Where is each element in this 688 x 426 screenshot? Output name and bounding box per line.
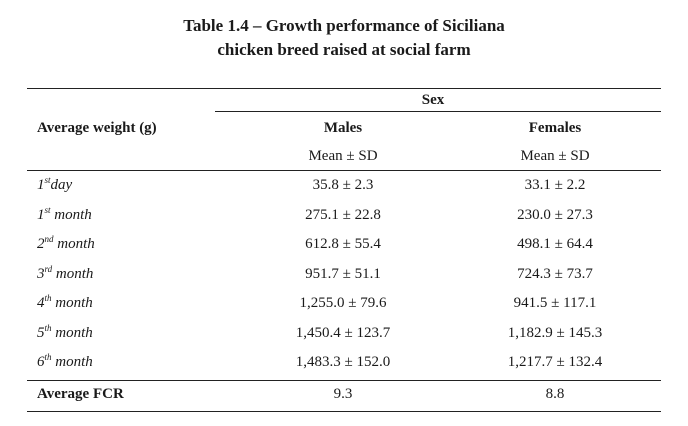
- males-value: 35.8 ± 2.3: [312, 177, 374, 193]
- header-females: Females: [528, 120, 582, 136]
- bottom-rule: [27, 411, 661, 412]
- footer-females-value: 8.8: [545, 386, 565, 402]
- row-label: 1stday: [37, 175, 72, 195]
- row-label-unit: day: [50, 177, 73, 193]
- row-label-ordinal: st: [44, 205, 51, 215]
- males-value: 951.7 ± 51.1: [305, 266, 381, 282]
- females-value: 724.3 ± 73.7: [517, 266, 593, 282]
- males-value: 275.1 ± 22.8: [305, 207, 381, 223]
- footer-rule: [27, 380, 661, 381]
- row-label: 4th month: [37, 293, 93, 313]
- top-rule: [27, 88, 661, 89]
- row-label-unit: month: [53, 236, 95, 252]
- header-row-label: Average weight (g): [37, 120, 157, 136]
- row-label-unit: month: [52, 266, 94, 282]
- row-label: 5th month: [37, 323, 93, 343]
- row-label-ordinal: th: [44, 293, 52, 303]
- row-label-number: 4: [37, 295, 45, 311]
- row-label: 2nd month: [37, 234, 95, 254]
- row-label-unit: month: [51, 295, 93, 311]
- row-label: 6th month: [37, 352, 93, 372]
- females-value: 230.0 ± 27.3: [517, 207, 593, 223]
- table-caption: Table 1.4 – Growth performance of Sicili…: [0, 14, 688, 62]
- row-label-ordinal: th: [44, 323, 52, 333]
- males-value: 612.8 ± 55.4: [305, 236, 381, 252]
- females-value: 33.1 ± 2.2: [524, 177, 586, 193]
- row-label-number: 2: [37, 236, 45, 252]
- subheader-females: Mean ± SD: [520, 148, 590, 164]
- row-label-ordinal: nd: [44, 234, 54, 244]
- header-males: Males: [323, 120, 363, 136]
- males-value: 1,255.0 ± 79.6: [299, 295, 387, 311]
- females-value: 1,217.7 ± 132.4: [507, 354, 603, 370]
- row-label: 1st month: [37, 205, 92, 225]
- footer-males-value: 9.3: [333, 386, 353, 402]
- row-label: 3rd month: [37, 264, 93, 284]
- females-value: 498.1 ± 64.4: [517, 236, 593, 252]
- males-value: 1,450.4 ± 123.7: [295, 325, 391, 341]
- row-label-number: 5: [37, 325, 45, 341]
- row-label-number: 1: [37, 177, 45, 193]
- row-label-unit: month: [51, 354, 93, 370]
- caption-line-1: Table 1.4 – Growth performance of Sicili…: [183, 16, 505, 35]
- caption-line-2: chicken breed raised at social farm: [217, 40, 471, 59]
- males-value: 1,483.3 ± 152.0: [295, 354, 391, 370]
- row-label-unit: month: [50, 207, 92, 223]
- row-label-unit: month: [51, 325, 93, 341]
- subheader-males: Mean ± SD: [308, 148, 378, 164]
- row-label-ordinal: st: [44, 175, 51, 185]
- row-label-ordinal: rd: [44, 264, 53, 274]
- header-rule: [27, 170, 661, 171]
- footer-label: Average FCR: [37, 386, 124, 402]
- group-rule: [215, 111, 661, 112]
- females-value: 941.5 ± 117.1: [513, 295, 597, 311]
- row-label-number: 1: [37, 207, 45, 223]
- row-label-number: 3: [37, 266, 45, 282]
- row-label-ordinal: th: [44, 352, 52, 362]
- header-group-sex: Sex: [421, 92, 445, 108]
- females-value: 1,182.9 ± 145.3: [507, 325, 603, 341]
- row-label-number: 6: [37, 354, 45, 370]
